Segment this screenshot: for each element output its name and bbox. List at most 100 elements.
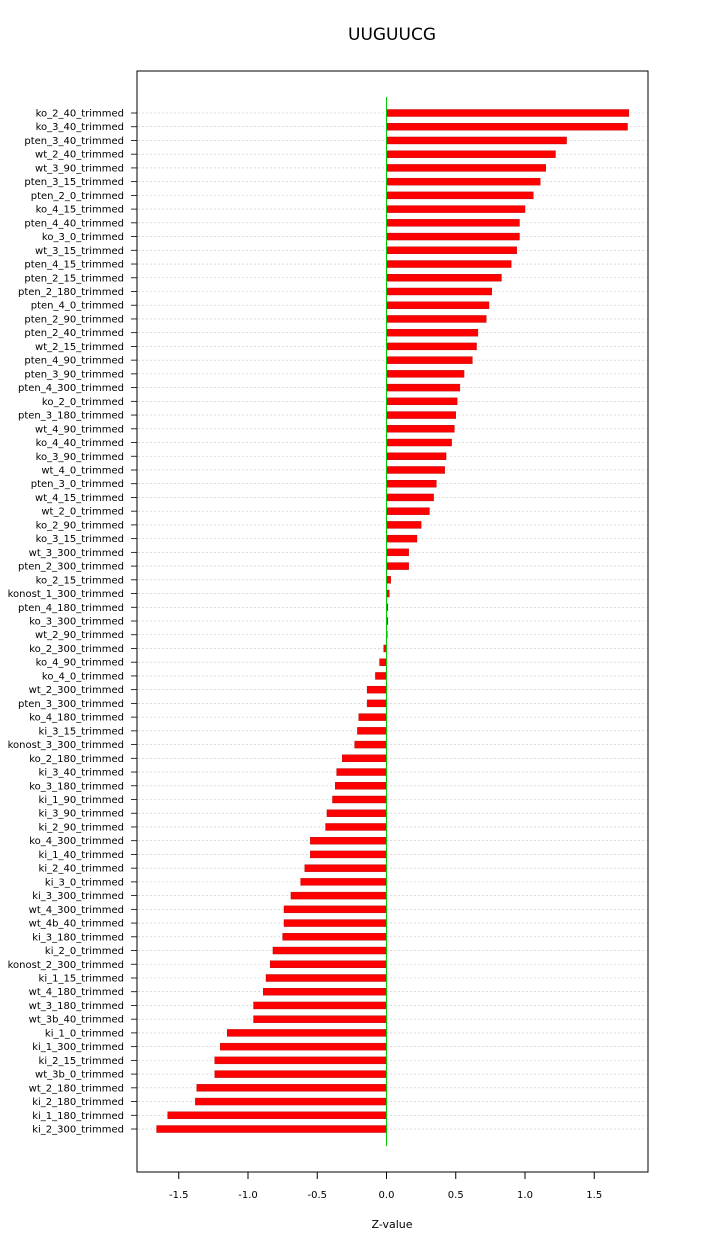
category-label: pten_4_15_trimmed (24, 260, 124, 271)
category-label: wt_2_0_trimmed (41, 507, 124, 518)
category-label: wt_4_0_trimmed (41, 465, 124, 476)
x-axis-label: Z-value (371, 1218, 412, 1231)
bar (386, 480, 437, 488)
category-label: ko_3_90_trimmed (36, 452, 124, 463)
bar (196, 1084, 387, 1092)
category-label: ko_4_40_trimmed (36, 438, 124, 449)
bar (272, 946, 387, 955)
bar (253, 1015, 387, 1023)
bar (195, 1097, 387, 1106)
bar (386, 219, 520, 227)
category-label: ki_3_15_trimmed (39, 726, 124, 737)
bar (386, 438, 452, 447)
bar (283, 905, 387, 914)
category-label: konost_1_300_trimmed (8, 589, 124, 600)
bar (386, 177, 541, 186)
bar (379, 658, 387, 666)
bar (326, 809, 387, 817)
category-label: ko_3_40_trimmed (36, 122, 124, 133)
category-label: ki_1_90_trimmed (39, 795, 124, 806)
category-label: pten_2_180_trimmed (18, 287, 124, 298)
bar (214, 1070, 387, 1078)
x-tick-label: 1.0 (517, 1190, 533, 1201)
category-label: ko_2_40_trimmed (36, 109, 124, 120)
category-label: ko_3_180_trimmed (29, 781, 124, 792)
category-label: wt_2_180_trimmed (29, 1083, 124, 1094)
category-label: wt_2_40_trimmed (35, 150, 124, 161)
category-label: ki_3_180_trimmed (32, 932, 124, 943)
category-label: ki_2_40_trimmed (39, 864, 124, 875)
category-label: wt_4_15_trimmed (35, 493, 124, 504)
bar (354, 740, 387, 749)
chart-title: UUGUUCG (348, 25, 436, 45)
category-label: pten_4_40_trimmed (24, 218, 124, 229)
category-label: ko_2_180_trimmed (29, 754, 124, 765)
category-label: pten_2_15_trimmed (24, 273, 124, 284)
bar (386, 562, 409, 570)
bar (386, 109, 630, 117)
bar (283, 919, 387, 927)
category-label: wt_3b_40_trimmed (29, 1015, 124, 1026)
bar (386, 260, 512, 268)
category-label: ki_3_0_trimmed (45, 877, 124, 888)
bar (386, 123, 628, 131)
bar (386, 205, 526, 213)
category-label: ki_3_40_trimmed (39, 768, 124, 779)
category-label: pten_2_90_trimmed (24, 314, 124, 325)
category-label: pten_4_180_trimmed (18, 603, 124, 614)
bar (386, 576, 391, 584)
category-label: wt_4b_40_trimmed (29, 919, 124, 930)
category-label: wt_3_300_trimmed (29, 548, 124, 559)
bar (386, 315, 487, 323)
bar (386, 370, 465, 378)
bar (300, 878, 387, 886)
category-label: ki_3_300_trimmed (32, 891, 124, 902)
bar (386, 548, 409, 557)
bar (386, 425, 455, 433)
category-label: pten_2_300_trimmed (18, 562, 124, 573)
bar (386, 383, 461, 392)
bar (386, 411, 456, 419)
bar (386, 507, 430, 515)
category-label: ki_1_300_trimmed (32, 1042, 124, 1053)
bar (386, 287, 492, 296)
category-label: wt_2_300_trimmed (29, 685, 124, 696)
category-label: wt_4_180_trimmed (29, 987, 124, 998)
category-label: ko_3_15_trimmed (36, 534, 124, 545)
bar (253, 1001, 387, 1010)
bar (386, 301, 490, 309)
category-label: ko_2_90_trimmed (36, 520, 124, 531)
category-label: ko_2_300_trimmed (29, 644, 124, 655)
bar (290, 891, 387, 900)
category-label: ki_3_90_trimmed (39, 809, 124, 820)
category-label: wt_3_15_trimmed (35, 246, 124, 257)
bar (304, 864, 387, 872)
bar (357, 727, 387, 735)
bar (386, 232, 520, 241)
bar (214, 1056, 387, 1065)
bar (282, 933, 387, 941)
category-label: ko_4_15_trimmed (36, 205, 124, 216)
x-tick-label: -0.5 (307, 1190, 327, 1201)
bar (386, 466, 445, 474)
category-label: wt_3b_0_trimmed (35, 1070, 124, 1081)
bar (386, 274, 502, 282)
x-tick-label: -1.0 (238, 1190, 258, 1201)
category-label: wt_2_15_trimmed (35, 342, 124, 353)
category-label: wt_2_90_trimmed (35, 630, 124, 641)
category-label: ko_4_180_trimmed (29, 713, 124, 724)
bar (167, 1111, 387, 1119)
category-label: ki_1_180_trimmed (32, 1111, 124, 1122)
category-label: ko_3_0_trimmed (42, 232, 124, 243)
bar (386, 164, 546, 172)
bar (386, 342, 477, 351)
bar (386, 521, 422, 529)
category-label: ko_4_90_trimmed (36, 658, 124, 669)
bar (341, 754, 387, 763)
category-label: pten_4_90_trimmed (24, 356, 124, 367)
category-label: pten_2_0_trimmed (31, 191, 124, 202)
bar (265, 974, 387, 982)
bar (366, 699, 387, 708)
bar (335, 782, 387, 790)
bar (332, 795, 387, 804)
